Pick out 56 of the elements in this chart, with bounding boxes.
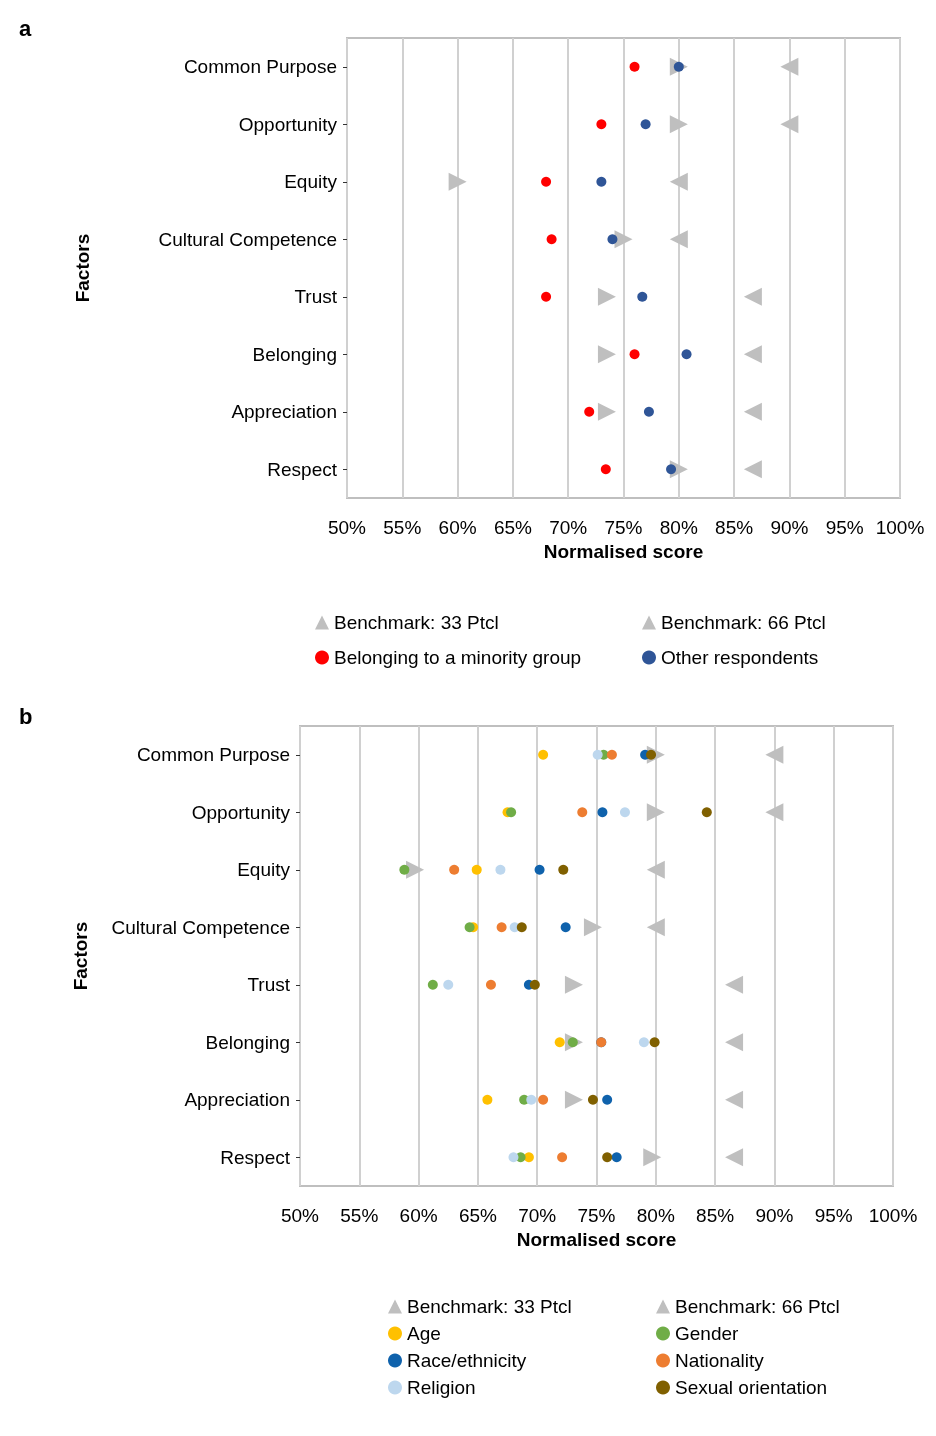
legend-label: Race/ethnicity: [407, 1350, 527, 1371]
x-tick-label: 100%: [875, 517, 925, 538]
x-tick-label: 75%: [604, 517, 643, 538]
x-tick-label: 75%: [577, 1205, 616, 1226]
y-tick-label: Cultural Competence: [111, 916, 290, 938]
y-tick-label: Equity: [284, 171, 338, 193]
legend-label: Belonging to a minority group: [334, 647, 582, 668]
y-axis-title: Factors: [70, 921, 91, 991]
y-tick-label: Cultural Competence: [158, 228, 337, 250]
x-tick-label: 50%: [327, 517, 367, 538]
y-axis-title: Factors: [72, 233, 93, 303]
legend-label: Age: [407, 1323, 441, 1344]
legend-label: Benchmark: 66 Ptcl: [661, 612, 826, 633]
x-tick-label: 90%: [770, 517, 809, 538]
x-tick-label: 85%: [696, 1205, 735, 1226]
x-tick-label: 80%: [636, 1205, 675, 1226]
legend-label: Other respondents: [661, 647, 819, 668]
y-tick-label: Belonging: [205, 1031, 290, 1053]
legend-label: Sexual orientation: [675, 1377, 828, 1398]
x-tick-label: 50%: [280, 1205, 320, 1226]
y-tick-label: Equity: [237, 859, 291, 881]
y-tick-label: Respect: [220, 1146, 291, 1168]
legend-label: Religion: [407, 1377, 476, 1398]
legend-label: Gender: [675, 1323, 740, 1344]
x-tick-label: 80%: [659, 517, 698, 538]
y-tick-label: Belonging: [252, 343, 337, 365]
x-tick-label: 100%: [868, 1205, 918, 1226]
legend-label: Nationality: [675, 1350, 765, 1371]
legend-label: Benchmark: 66 Ptcl: [675, 1296, 840, 1317]
text: a: [19, 15, 32, 41]
x-tick-label: 90%: [755, 1205, 794, 1226]
y-tick-label: Appreciation: [231, 401, 337, 423]
legend-label: Benchmark: 33 Ptcl: [407, 1296, 572, 1317]
x-tick-label: 60%: [399, 1205, 438, 1226]
x-axis-title: Normalised score: [543, 540, 704, 562]
y-tick-label: Opportunity: [238, 113, 338, 135]
x-tick-label: 55%: [383, 517, 422, 538]
y-tick-label: Opportunity: [191, 801, 291, 823]
x-tick-label: 95%: [825, 517, 864, 538]
y-tick-label: Respect: [267, 458, 338, 480]
y-tick-label: Trust: [294, 286, 338, 308]
x-tick-label: 70%: [549, 517, 588, 538]
x-tick-label: 55%: [340, 1205, 379, 1226]
y-tick-label: Common Purpose: [136, 744, 290, 766]
x-tick-label: 70%: [518, 1205, 557, 1226]
x-tick-label: 85%: [715, 517, 754, 538]
x-tick-label: 95%: [814, 1205, 853, 1226]
y-tick-label: Common Purpose: [183, 56, 337, 78]
x-tick-label: 60%: [438, 517, 477, 538]
x-tick-label: 65%: [493, 517, 533, 538]
y-tick-label: Appreciation: [184, 1089, 290, 1111]
y-tick-label: Trust: [247, 974, 291, 996]
x-tick-label: 65%: [458, 1205, 498, 1226]
legend-label: Benchmark: 33 Ptcl: [334, 612, 499, 633]
text: b: [19, 703, 33, 729]
x-axis-title: Normalised score: [516, 1228, 677, 1250]
